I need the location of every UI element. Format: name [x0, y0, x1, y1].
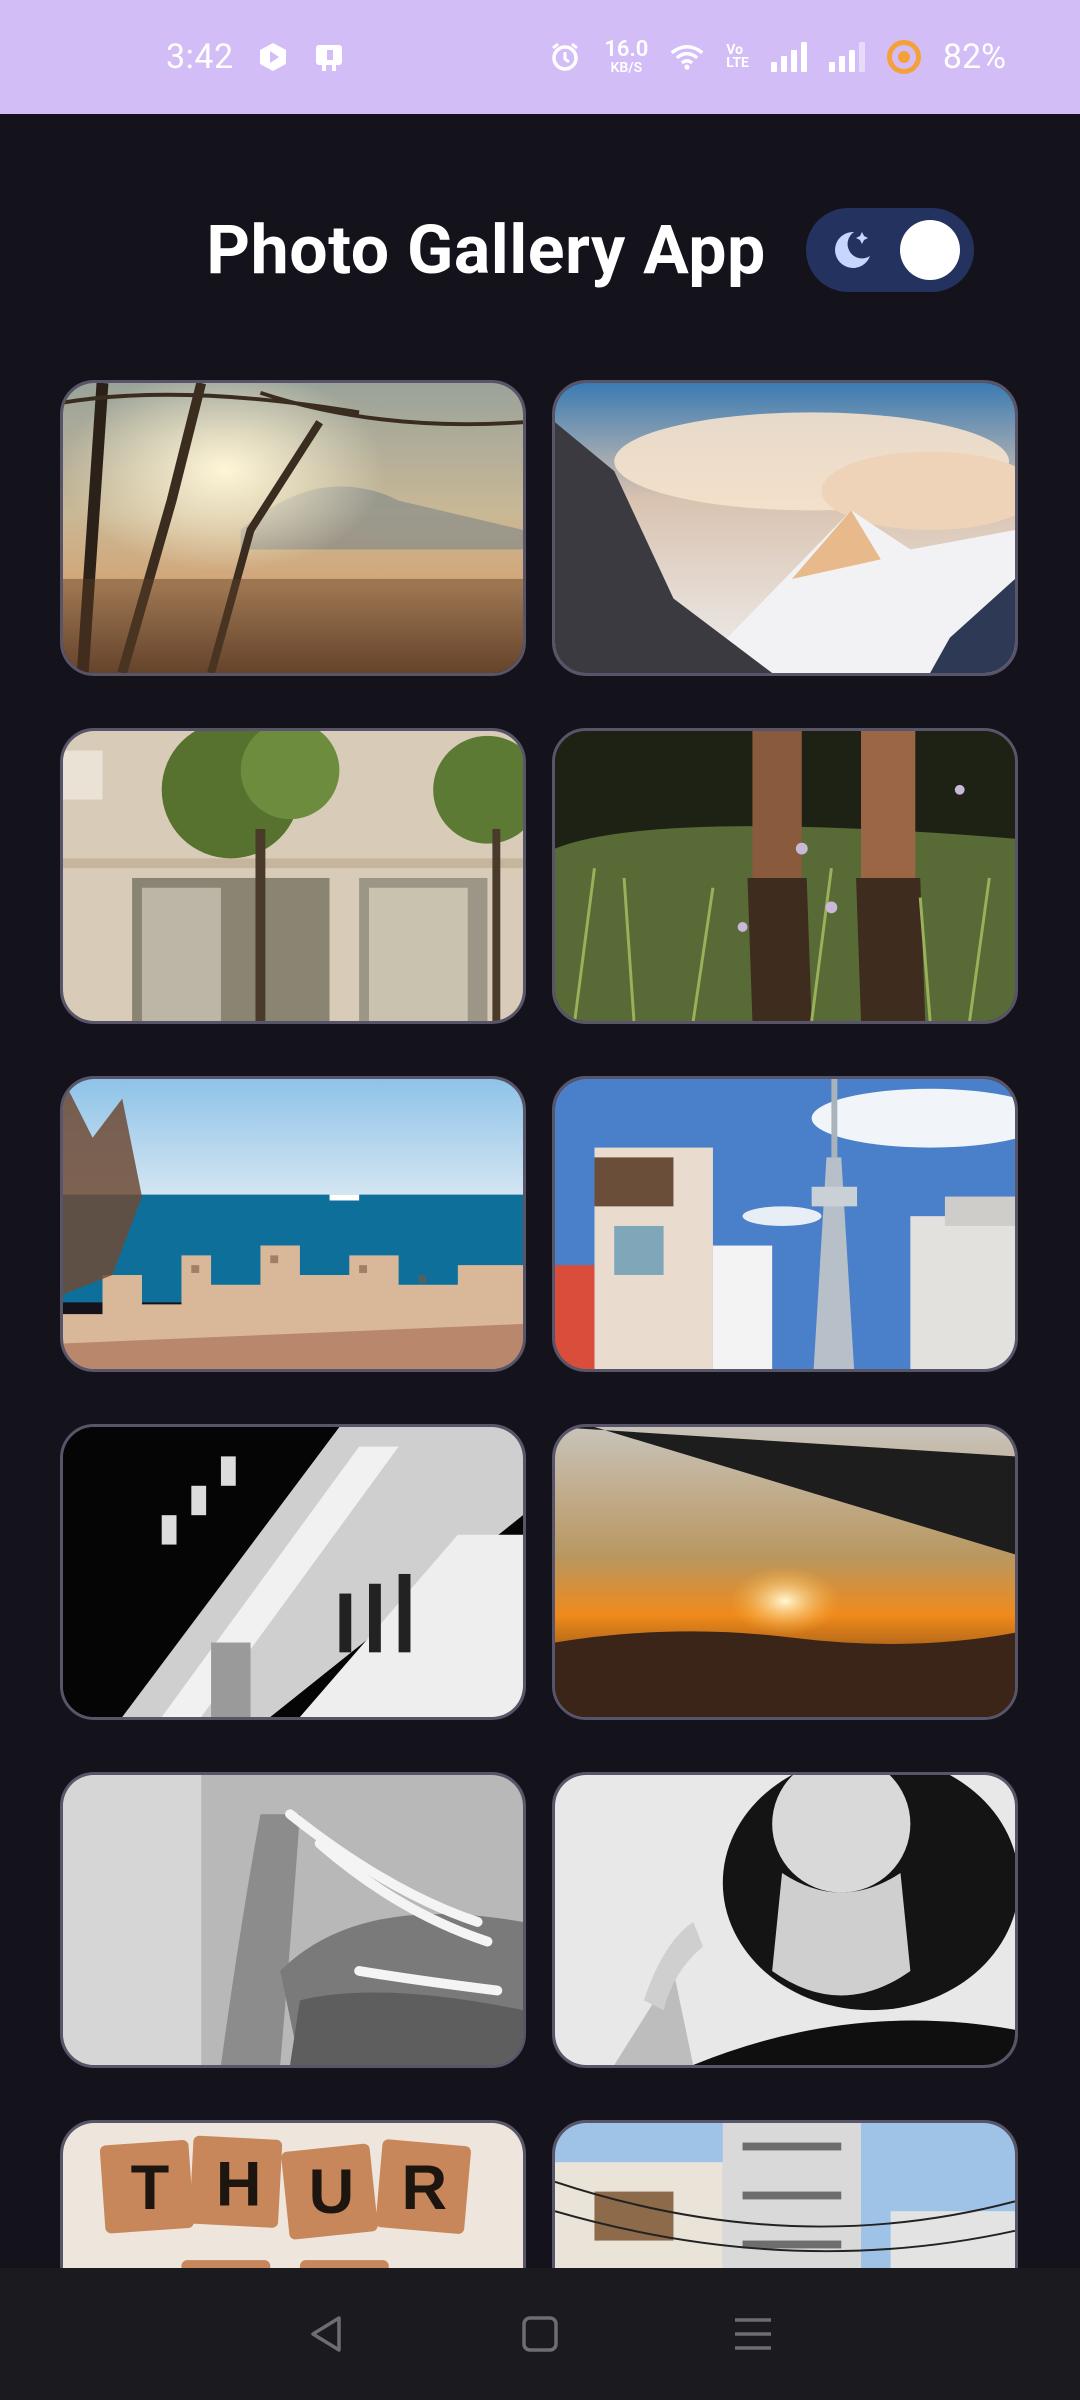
net-speed-unit: KB/S	[610, 60, 643, 76]
back-icon	[310, 2316, 341, 2352]
bw-portrait-photo[interactable]	[552, 1772, 1018, 2068]
block-letter-4: R	[401, 2153, 447, 2223]
notification-icon-2	[312, 40, 346, 74]
apartment-building-photo[interactable]	[552, 2120, 1018, 2268]
network-speed: 16.0 KB/S	[604, 37, 649, 76]
photo-grid: T H U R	[60, 380, 1020, 2268]
tokyo-tower-street-photo[interactable]	[552, 1076, 1018, 1372]
volte-bottom: LTE	[726, 55, 749, 71]
grass-boots-photo[interactable]	[552, 728, 1018, 1024]
photo-gallery[interactable]: T H U R	[60, 380, 1020, 2268]
net-speed-value: 16.0	[604, 37, 649, 62]
volte-top: Vo	[726, 41, 744, 58]
letter-blocks-photo[interactable]: T H U R	[60, 2120, 526, 2268]
block-letter-1: T	[131, 2153, 170, 2223]
signal-icon-2	[828, 42, 865, 72]
back-button[interactable]	[303, 2310, 351, 2358]
battery-percent: 82%	[942, 37, 1006, 77]
app-notification-icon	[256, 40, 290, 74]
sunset-horizon-photo[interactable]	[552, 1424, 1018, 1720]
coastal-city-photo[interactable]	[60, 1076, 526, 1372]
block-letter-2: H	[216, 2150, 262, 2220]
wifi-icon	[670, 40, 704, 74]
forest-sunrise-photo[interactable]	[60, 380, 526, 676]
toggle-knob	[899, 220, 960, 280]
moon-icon	[828, 226, 876, 274]
theme-toggle[interactable]	[805, 208, 974, 292]
building-trees-photo[interactable]	[60, 728, 526, 1024]
menu-icon	[735, 2318, 772, 2350]
volte-indicator: Vo LTE	[726, 41, 749, 71]
alarm-icon	[548, 40, 582, 74]
navigation-bar	[0, 2268, 1080, 2400]
app-header: Photo Gallery App	[0, 200, 1080, 300]
bw-hand-photo[interactable]	[60, 1772, 526, 2068]
status-right: 16.0 KB/S Vo LTE 82%	[548, 37, 1006, 77]
status-bar: 3:42 16.0 KB/S Vo LTE 82%	[0, 0, 1080, 114]
bw-architecture-photo[interactable]	[60, 1424, 526, 1720]
block-letter-3: U	[309, 2157, 355, 2227]
home-icon	[522, 2316, 558, 2352]
snowy-mountain-photo[interactable]	[552, 380, 1018, 676]
home-button[interactable]	[516, 2310, 564, 2358]
status-left: 3:42	[166, 37, 346, 77]
battery-saver-icon	[886, 40, 921, 74]
status-time: 3:42	[166, 37, 234, 77]
page-title: Photo Gallery App	[206, 210, 766, 290]
signal-icon	[770, 42, 807, 72]
blocks-letters: T H U R	[131, 2150, 448, 2228]
recents-button[interactable]	[729, 2310, 777, 2358]
